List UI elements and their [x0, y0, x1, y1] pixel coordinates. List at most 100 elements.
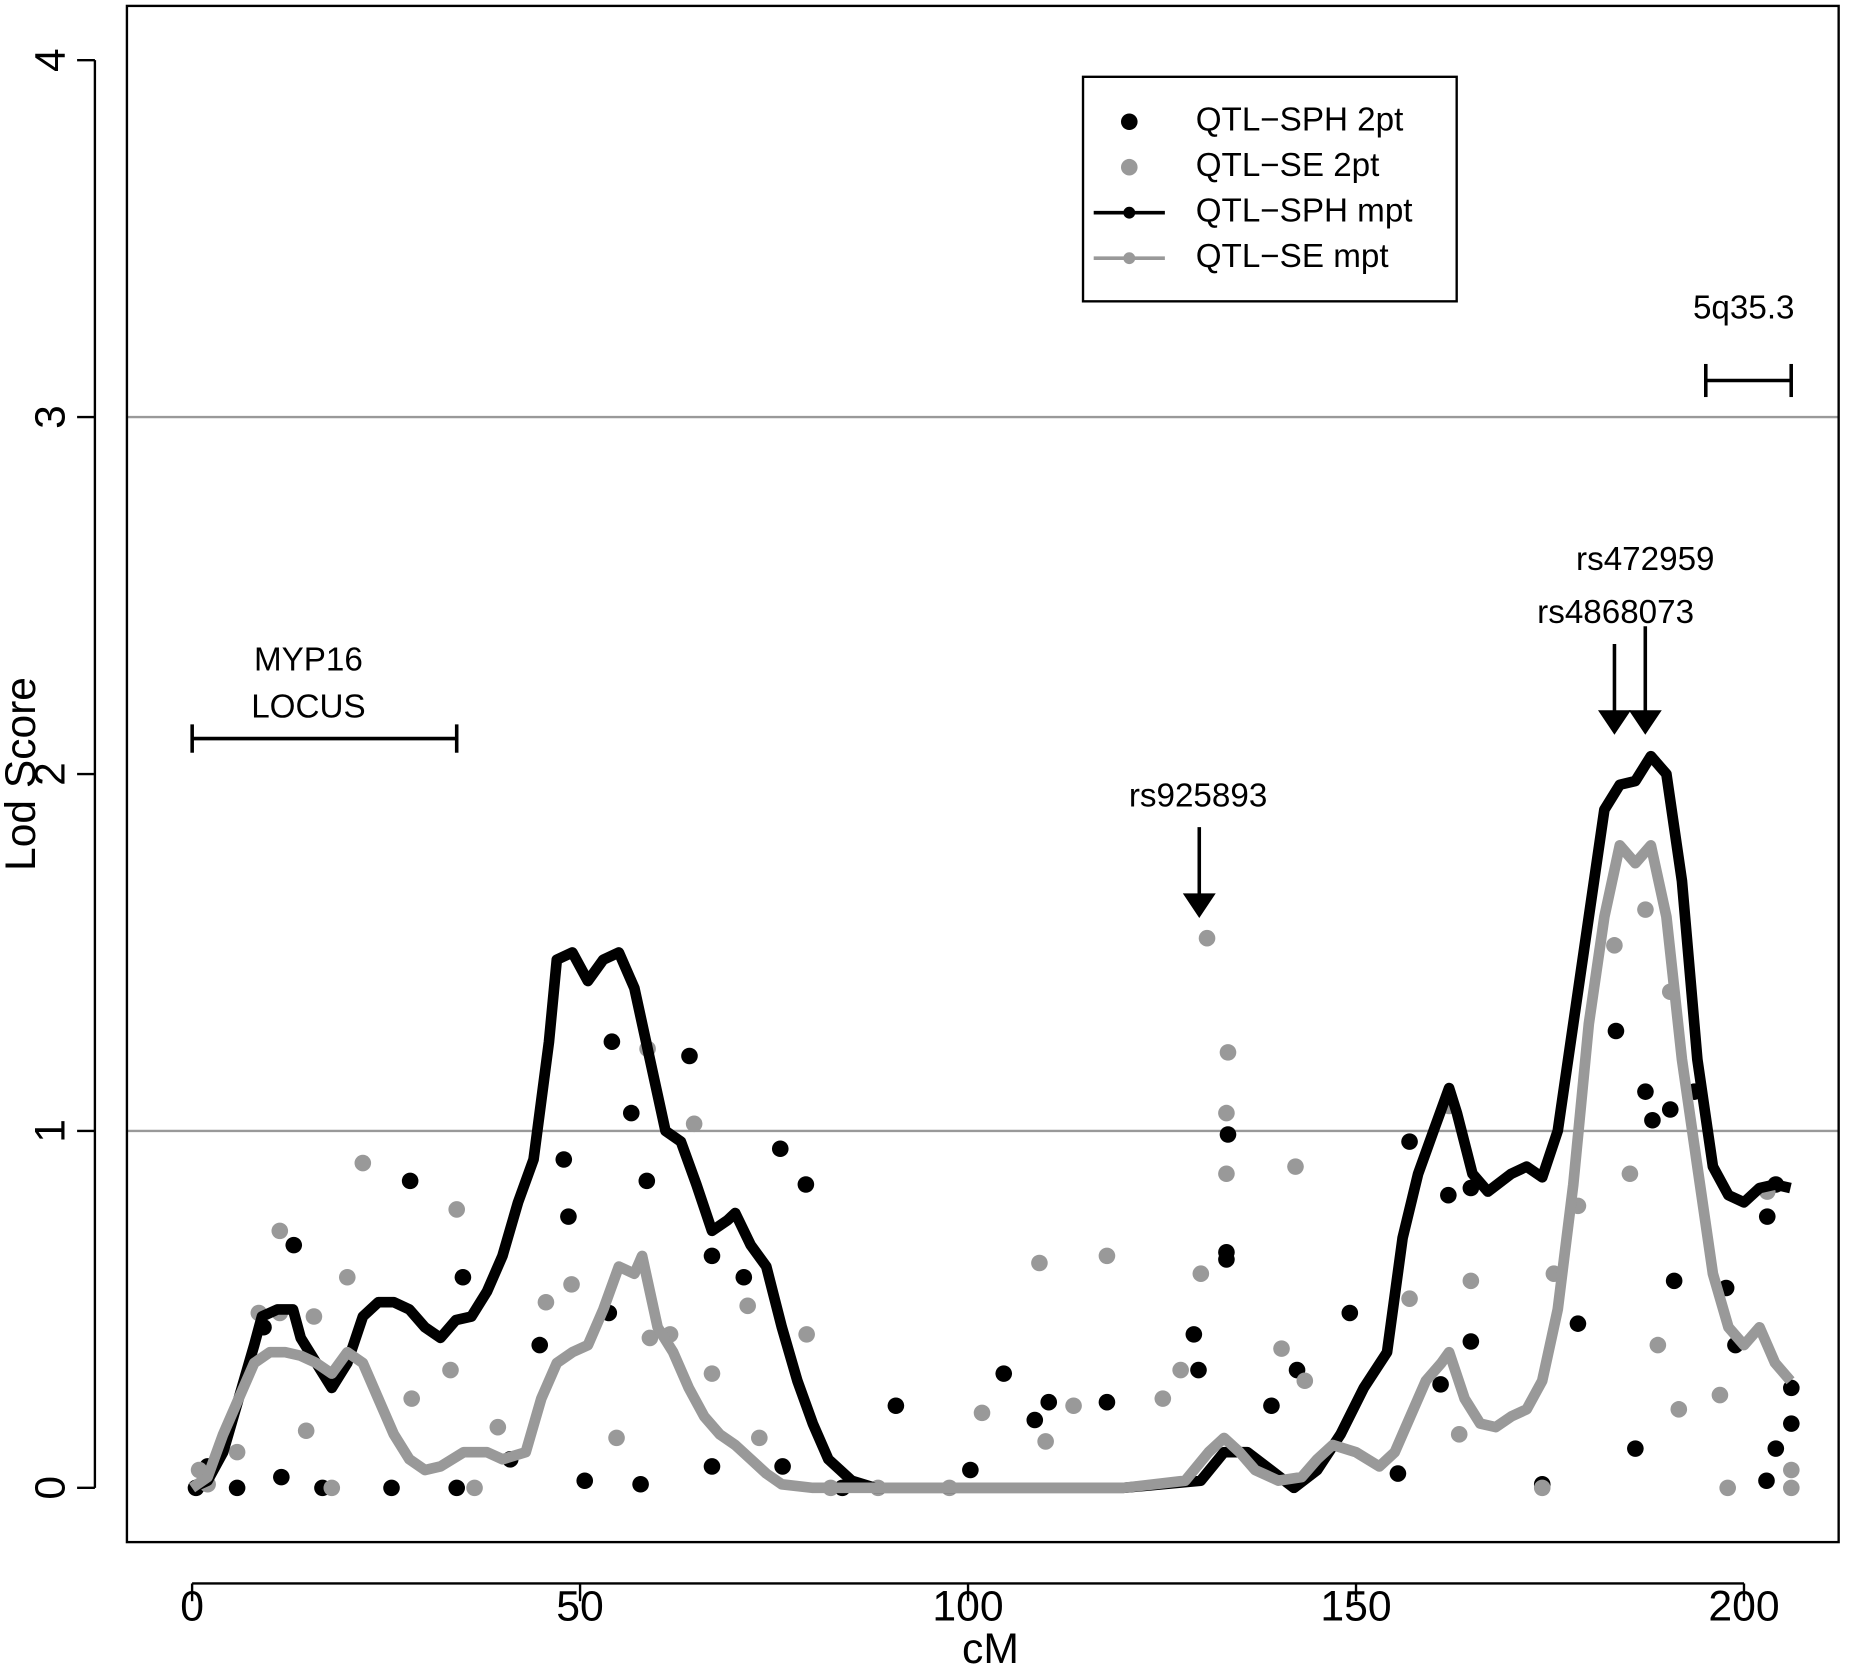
plot-frame: [125, 4, 1840, 1544]
data-point: [1621, 1165, 1639, 1183]
data-point: [403, 1390, 420, 1407]
arrow-head: [1628, 710, 1662, 735]
data-point: [1037, 1433, 1054, 1450]
data-point: [1218, 1104, 1235, 1122]
data-point: [1637, 901, 1654, 918]
data-point: [1219, 1044, 1237, 1061]
data-point: [1607, 1022, 1625, 1040]
data-point: [632, 1476, 649, 1493]
data-point: [1401, 1133, 1418, 1150]
data-point: [739, 1297, 756, 1315]
data-point: [454, 1268, 472, 1286]
annotation: rs472959: [1576, 541, 1714, 578]
data-point: [771, 1140, 789, 1158]
y-tick-label: 0: [27, 1476, 75, 1500]
x-tick-label: 100: [932, 1583, 1003, 1631]
data-point: [1670, 1401, 1688, 1418]
legend-marker: [1120, 158, 1138, 176]
data-point: [383, 1479, 400, 1497]
data-point: [1098, 1247, 1116, 1265]
data-point: [338, 1268, 356, 1286]
data-point: [323, 1479, 341, 1497]
data-point: [228, 1479, 246, 1497]
data-point: [1440, 1186, 1457, 1204]
data-point: [448, 1201, 466, 1218]
data-point: [228, 1443, 246, 1461]
x-tick-label: 50: [556, 1583, 603, 1631]
data-point: [555, 1151, 573, 1168]
line-series: [189, 840, 1795, 1494]
data-point: [681, 1047, 698, 1065]
data-point: [622, 1104, 640, 1122]
data-point: [448, 1479, 466, 1497]
data-point: [735, 1268, 753, 1286]
arrow-head: [1182, 893, 1216, 918]
data-point: [1185, 1326, 1203, 1343]
data-point: [962, 1461, 979, 1479]
legend-label: QTL−SE mpt: [1196, 238, 1389, 275]
line-series: [189, 750, 1792, 1494]
annotation: LOCUS: [251, 689, 365, 726]
data-point: [401, 1172, 419, 1190]
data-point: [1758, 1208, 1776, 1225]
x-tick-label: 200: [1708, 1583, 1779, 1631]
data-point: [563, 1276, 580, 1293]
legend-marker: [1123, 206, 1136, 219]
data-point: [1198, 929, 1216, 947]
data-point: [1783, 1479, 1800, 1497]
data-point: [1758, 1472, 1775, 1489]
annotation: 5q35.3: [1693, 289, 1795, 326]
data-point: [685, 1115, 703, 1133]
legend-marker: [1123, 252, 1136, 265]
x-tick-label: 150: [1320, 1583, 1391, 1631]
y-tick-label: 4: [27, 48, 75, 72]
legend-label: QTL−SPH 2pt: [1196, 102, 1404, 139]
data-point: [774, 1458, 791, 1475]
arrow-head: [1598, 710, 1631, 735]
data-point: [1649, 1336, 1667, 1354]
data-point: [1065, 1397, 1082, 1415]
data-point: [638, 1172, 656, 1190]
data-point: [560, 1208, 577, 1225]
data-point: [1026, 1411, 1044, 1429]
data-point: [305, 1308, 323, 1325]
data-point: [797, 1176, 815, 1193]
data-point: [1341, 1304, 1359, 1322]
data-point: [466, 1479, 483, 1497]
data-point: [641, 1329, 659, 1347]
data-point: [1432, 1376, 1449, 1393]
y-tick-label: 2: [27, 762, 75, 786]
data-point: [1450, 1426, 1468, 1443]
legend-box: [1081, 75, 1458, 303]
data-point: [1644, 1111, 1661, 1129]
data-point: [1192, 1265, 1210, 1282]
data-point: [1218, 1251, 1235, 1268]
y-tick-label: 3: [27, 405, 75, 429]
data-point: [1273, 1340, 1290, 1357]
data-point: [1661, 1101, 1679, 1118]
data-point: [1154, 1390, 1172, 1407]
data-point: [1711, 1386, 1729, 1404]
data-point: [1040, 1393, 1058, 1411]
data-point: [576, 1472, 594, 1489]
data-point: [1263, 1397, 1280, 1415]
legend-marker: [1120, 113, 1138, 130]
data-point: [973, 1404, 991, 1422]
data-point: [1219, 1126, 1237, 1143]
data-point: [703, 1458, 721, 1475]
annotation: MYP16: [254, 642, 363, 679]
data-point: [1783, 1379, 1800, 1397]
data-point: [1665, 1272, 1683, 1290]
data-point: [887, 1397, 905, 1415]
data-point: [273, 1468, 290, 1486]
x-axis-label: cM: [962, 1625, 1019, 1673]
x-tick-label: 0: [180, 1583, 204, 1631]
data-point: [1783, 1461, 1800, 1479]
data-point: [1637, 1083, 1654, 1100]
data-point: [703, 1247, 721, 1265]
data-point: [1462, 1333, 1480, 1350]
legend-label: QTL−SPH mpt: [1196, 192, 1413, 229]
data-point: [703, 1365, 721, 1382]
data-point: [1767, 1440, 1785, 1457]
